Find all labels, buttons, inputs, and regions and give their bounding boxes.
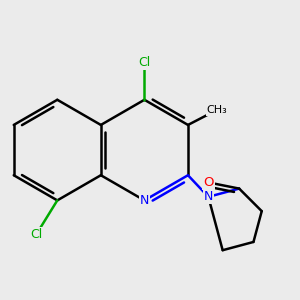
Text: CH₃: CH₃ — [207, 105, 227, 115]
Text: Cl: Cl — [138, 56, 151, 69]
Text: N: N — [140, 194, 149, 207]
Text: Cl: Cl — [30, 228, 42, 241]
Text: O: O — [203, 176, 214, 189]
Text: N: N — [204, 190, 213, 203]
